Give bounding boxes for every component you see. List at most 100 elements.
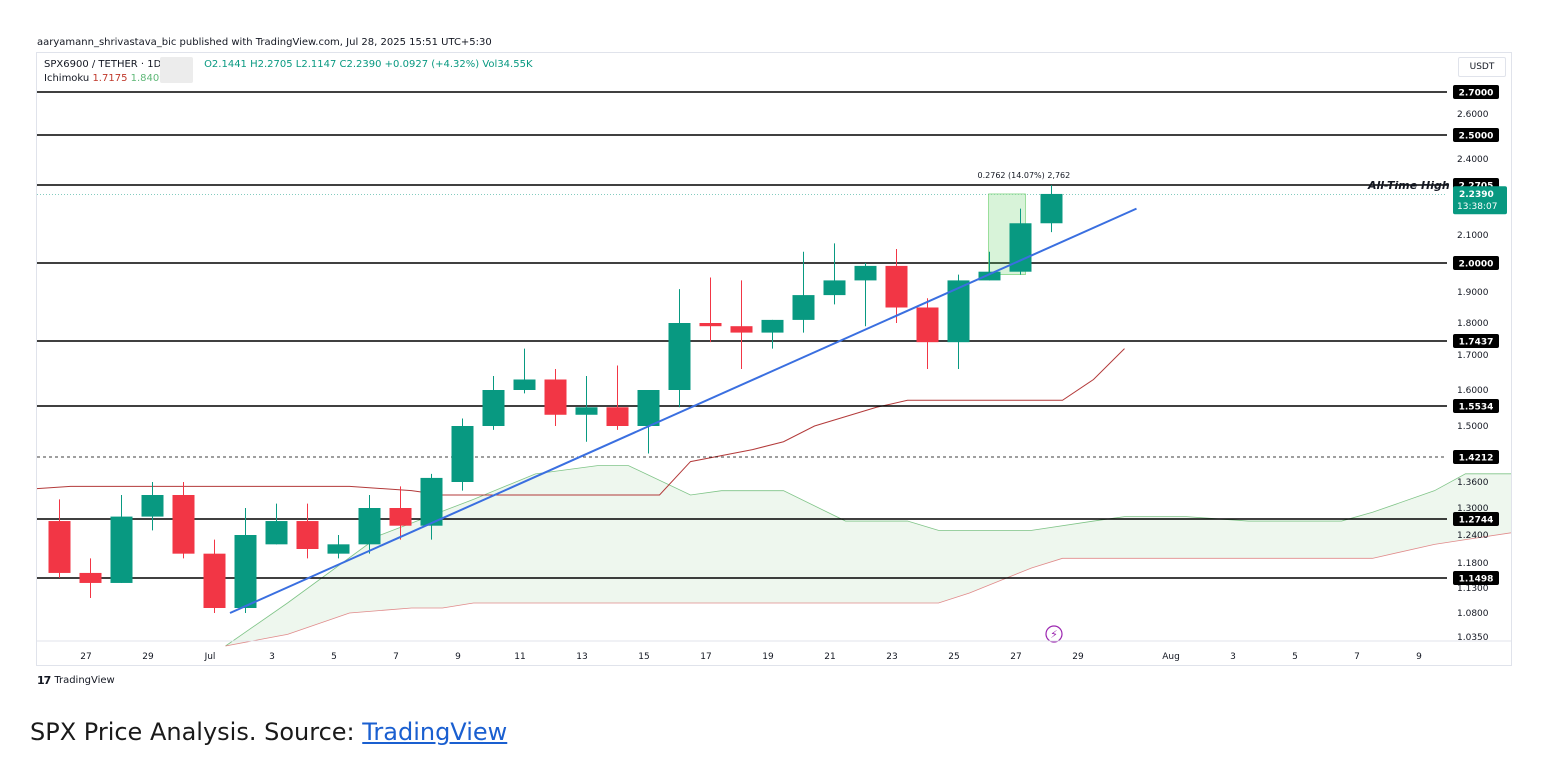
candle-body-4 xyxy=(172,495,195,554)
blurred-region xyxy=(160,57,193,83)
ichimoku-cloud xyxy=(225,465,1511,646)
ohlc-values: O2.1441 H2.2705 L2.1147 C2.2390 +0.0927 … xyxy=(204,59,533,70)
y-tick-1.9000: 1.9000 xyxy=(1457,288,1489,298)
candle-body-13 xyxy=(451,426,474,482)
level-tag-text-1.4212: 1.4212 xyxy=(1459,454,1494,464)
currency-label[interactable]: USDT xyxy=(1458,57,1506,77)
candle-body-21 xyxy=(699,323,722,327)
candle-body-2 xyxy=(110,516,133,583)
candle-body-17 xyxy=(575,407,598,415)
x-tick-21: 9 xyxy=(1416,652,1422,662)
ichimoku-value-2: 1.8409 xyxy=(130,73,166,84)
lightning-icon[interactable]: ⚡ xyxy=(1045,625,1063,643)
x-tick-17: Aug xyxy=(1162,652,1180,662)
level-tag-1.7437 xyxy=(1453,334,1499,348)
candle-body-9 xyxy=(327,544,350,554)
x-tick-3: 3 xyxy=(269,652,275,662)
candle-body-5 xyxy=(203,553,226,608)
y-tick-1.1800: 1.1800 xyxy=(1457,559,1489,569)
candle-body-10 xyxy=(358,508,381,545)
y-tick-1.1300: 1.1300 xyxy=(1457,584,1489,594)
symbol-label[interactable]: SPX6900 / TETHER · 1D · xyxy=(44,59,168,70)
level-tag-text-1.1498: 1.1498 xyxy=(1459,575,1494,585)
x-tick-8: 13 xyxy=(576,652,587,662)
ichimoku-value-1: 1.7175 xyxy=(92,73,128,84)
candle-body-15 xyxy=(513,379,536,390)
x-tick-10: 17 xyxy=(700,652,711,662)
level-tag-1.4212 xyxy=(1453,450,1499,464)
x-tick-5: 7 xyxy=(393,652,399,662)
tradingview-logo: 17 TradingView xyxy=(37,674,115,687)
last-price-countdown: 13:38:07 xyxy=(1457,202,1497,212)
y-tick-1.2400: 1.2400 xyxy=(1457,531,1489,541)
caption-link[interactable]: TradingView xyxy=(362,718,508,746)
level-tag-2.7000 xyxy=(1453,85,1499,99)
x-tick-2: Jul xyxy=(204,652,216,662)
x-tick-4: 5 xyxy=(331,652,337,662)
legend-row-symbol: SPX6900 / TETHER · 1D · O2.1441 H2.2705 … xyxy=(44,58,533,72)
candle-body-6 xyxy=(234,535,257,608)
candlestick-chart[interactable]: 0.2762 (14.07%) 2,762 All-Time High ⚡ 2.600… xyxy=(37,53,1511,665)
x-tick-13: 23 xyxy=(886,652,897,662)
candle-body-7 xyxy=(265,521,288,545)
candle-body-30 xyxy=(978,271,1001,281)
y-tick-2.4000: 2.4000 xyxy=(1457,155,1489,165)
ichimoku-senkou-b xyxy=(225,532,1511,647)
y-tick-2.1000: 2.1000 xyxy=(1457,231,1489,241)
candle-body-0 xyxy=(48,521,71,573)
lightning-icon-glyph: ⚡ xyxy=(1050,628,1058,641)
ath-label: All-Time High xyxy=(1367,179,1450,192)
candle-body-20 xyxy=(668,323,691,390)
x-tick-9: 15 xyxy=(638,652,649,662)
candle-body-22 xyxy=(730,326,753,333)
candle-body-18 xyxy=(606,407,629,426)
x-tick-0: 27 xyxy=(80,652,91,662)
measure-label: 0.2762 (14.07%) 2,762 xyxy=(978,171,1071,180)
y-tick-1.5000: 1.5000 xyxy=(1457,422,1489,432)
level-tag-1.5534 xyxy=(1453,399,1499,413)
y-tick-1.0800: 1.0800 xyxy=(1457,609,1489,619)
candle-body-8 xyxy=(296,521,319,549)
caption-text: SPX Price Analysis. Source: xyxy=(30,718,363,746)
level-tag-text-2.5000: 2.5000 xyxy=(1459,132,1494,142)
x-tick-6: 9 xyxy=(455,652,461,662)
candle-body-1 xyxy=(79,572,102,583)
candle-body-32 xyxy=(1040,193,1063,224)
x-tick-7: 11 xyxy=(514,652,525,662)
ichimoku-senkou-a xyxy=(225,465,1511,647)
level-tag-text-1.7437: 1.7437 xyxy=(1459,338,1494,348)
x-tick-16: 29 xyxy=(1072,652,1084,662)
candle-body-31 xyxy=(1009,223,1032,272)
tradingview-logo-text: TradingView xyxy=(54,675,115,686)
level-tag-text-1.2744: 1.2744 xyxy=(1459,516,1494,526)
candle-body-16 xyxy=(544,379,567,415)
level-tag-2.5000 xyxy=(1453,128,1499,142)
figure-caption: SPX Price Analysis. Source: TradingView xyxy=(30,718,507,746)
y-tick-1.7000: 1.7000 xyxy=(1457,351,1489,361)
x-tick-14: 25 xyxy=(948,652,959,662)
level-tag-1.2744 xyxy=(1453,512,1499,526)
last-price-value: 2.2390 xyxy=(1459,190,1494,200)
candle-body-24 xyxy=(792,295,815,320)
candle-body-12 xyxy=(420,477,443,526)
level-tag-text-1.5534: 1.5534 xyxy=(1459,403,1494,413)
ichimoku-label[interactable]: Ichimoku xyxy=(44,73,90,84)
ichimoku-base-line xyxy=(37,348,1125,496)
x-tick-1: 29 xyxy=(142,652,154,662)
legend-row-ichimoku: Ichimoku 1.7175 1.8409 xyxy=(44,72,533,86)
candle-body-19 xyxy=(637,390,660,426)
y-tick-2.6000: 2.6000 xyxy=(1457,110,1489,120)
x-tick-19: 5 xyxy=(1292,652,1298,662)
level-tag-text-2.0000: 2.0000 xyxy=(1459,260,1494,270)
y-tick-1.6000: 1.6000 xyxy=(1457,386,1489,396)
candle-body-27 xyxy=(885,265,908,308)
x-tick-20: 7 xyxy=(1354,652,1360,662)
chart-panel[interactable]: 0.2762 (14.07%) 2,762 All-Time High ⚡ 2.600… xyxy=(36,52,1512,666)
candle-body-29 xyxy=(947,280,970,343)
chart-legend: SPX6900 / TETHER · 1D · O2.1441 H2.2705 … xyxy=(44,58,533,86)
y-tick-1.3000: 1.3000 xyxy=(1457,504,1489,514)
candle-body-11 xyxy=(389,508,412,526)
y-tick-1.3600: 1.3600 xyxy=(1457,478,1489,488)
level-tag-1.1498 xyxy=(1453,571,1499,585)
tradingview-logo-icon: 17 xyxy=(37,674,51,687)
